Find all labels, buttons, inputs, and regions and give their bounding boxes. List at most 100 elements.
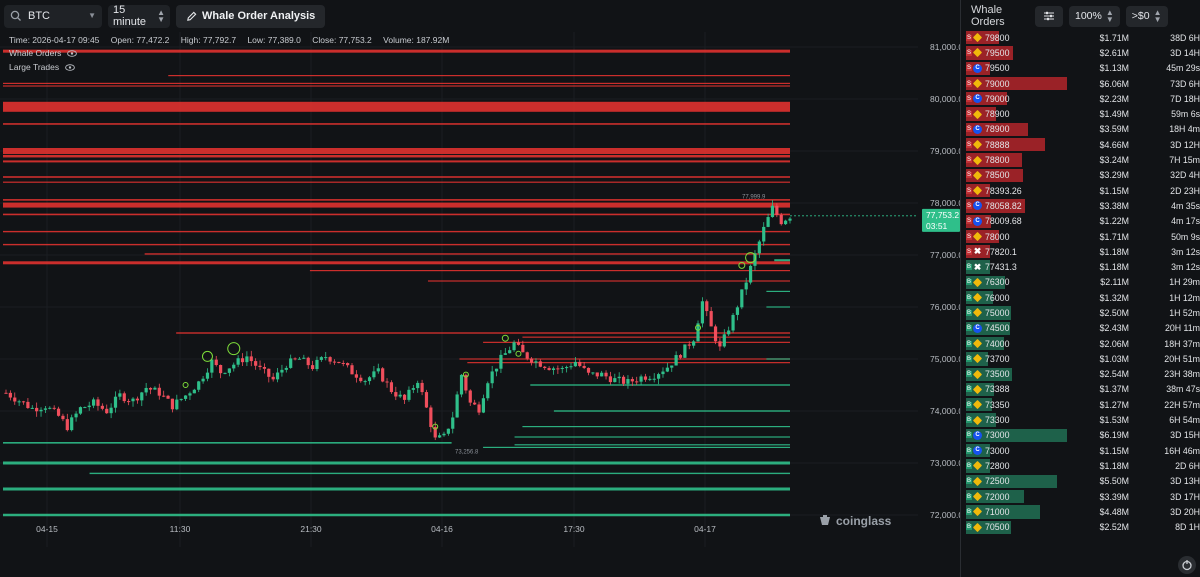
order-size-bar xyxy=(966,138,1046,152)
whale-order-row[interactable]: S 78888 $4.66M 3D 12H xyxy=(963,137,1200,152)
candle-body xyxy=(113,396,118,408)
whale-order-row[interactable]: B 73300 $1.53M 6H 54m xyxy=(963,412,1200,427)
price-chart[interactable]: 81,000.0 80,000.0 79,000.0 78,000.0 77,000.0… xyxy=(0,32,960,577)
candle-body xyxy=(192,389,196,394)
ask-wall xyxy=(3,85,790,87)
whale-order-row[interactable]: B 72000 $3.39M 3D 17H xyxy=(963,489,1200,504)
order-price: 72800 xyxy=(985,460,1010,471)
candle-body xyxy=(639,376,643,382)
whale-order-row[interactable]: S 79500 $2.61M 3D 14H xyxy=(963,45,1200,60)
whale-order-row[interactable]: S 78393.26 $1.15M 2D 23H xyxy=(963,183,1200,198)
whale-order-row[interactable]: B C 74500 $2.43M 20H 11m xyxy=(963,321,1200,336)
candle-body xyxy=(438,435,442,438)
order-price: 78009.68 xyxy=(985,216,1022,227)
bid-wall xyxy=(3,487,790,491)
order-age: 4m 35s xyxy=(1171,200,1200,211)
ask-wall xyxy=(3,101,790,112)
coinbase-icon: C xyxy=(973,63,982,73)
current-price-value: 77,753.2 xyxy=(926,210,959,220)
whale-order-row[interactable]: S 78800 $3.24M 7H 15m xyxy=(963,152,1200,167)
large-trade-marker xyxy=(432,423,439,430)
candle-body xyxy=(683,344,687,358)
eye-icon[interactable] xyxy=(65,63,75,71)
whale-order-row[interactable]: B 73700 $1.03M 20H 51m xyxy=(963,351,1200,366)
whale-order-row[interactable]: B ✖ 77431.3 $1.18M 3m 12s xyxy=(963,259,1200,274)
chart-settings-button[interactable] xyxy=(1178,556,1196,574)
whale-order-analysis-button[interactable]: Whale Order Analysis xyxy=(176,4,326,28)
whale-order-row[interactable]: B 73350 $1.27M 22H 57m xyxy=(963,397,1200,412)
whale-order-row[interactable]: S 79800 $1.71M 38D 6H xyxy=(963,30,1200,45)
updown-chevron-icon: ▲ ▼ xyxy=(1105,8,1114,24)
order-amount: $1.18M xyxy=(1099,246,1129,257)
order-side-label: S xyxy=(966,49,972,56)
min-value-select[interactable]: >$0 ▲ ▼ xyxy=(1125,5,1168,27)
low-annotation: 73,256.8 xyxy=(455,450,479,456)
whale-order-row[interactable]: B 73388 $1.37M 38m 47s xyxy=(963,382,1200,397)
order-age: 3D 12H xyxy=(1170,139,1200,150)
whale-order-row[interactable]: S C 78900 $3.59M 18H 4m xyxy=(963,122,1200,137)
order-price: 78000 xyxy=(985,231,1010,242)
ask-wall xyxy=(144,253,790,255)
whale-order-row[interactable]: B 73500 $2.54M 23H 38m xyxy=(963,367,1200,382)
order-side-label: S xyxy=(966,202,972,209)
whale-order-row[interactable]: B 75000 $2.50M 1H 52m xyxy=(963,305,1200,320)
zoom-select[interactable]: 100% ▲ ▼ xyxy=(1069,5,1120,27)
candle-body xyxy=(118,393,122,397)
whale-order-row[interactable]: B 72800 $1.18M 2D 6H xyxy=(963,458,1200,473)
candle-body xyxy=(661,371,665,375)
eye-icon[interactable] xyxy=(67,49,78,57)
legend-large-trades: Large Trades xyxy=(9,62,75,72)
whale-order-row[interactable]: B C 73000 $6.19M 3D 15H xyxy=(963,428,1200,443)
coinglass-watermark: coinglass xyxy=(818,514,891,528)
candle-body xyxy=(569,366,573,368)
time-tick-label: 11:30 xyxy=(170,524,191,534)
ask-wall xyxy=(3,261,790,265)
whale-order-row[interactable]: B 71000 $4.48M 3D 20H xyxy=(963,504,1200,519)
order-amount: $1.15M xyxy=(1099,185,1129,196)
whale-order-row[interactable]: B 70500 $2.52M 8D 1H xyxy=(963,520,1200,535)
order-side-label: S xyxy=(966,248,972,255)
whale-order-row[interactable]: S C 78009.68 $1.22M 4m 17s xyxy=(963,214,1200,229)
order-age: 18H 37m xyxy=(1164,338,1200,349)
whale-order-row[interactable]: S 78500 $3.29M 32D 4H xyxy=(963,168,1200,183)
whale-order-row[interactable]: S C 79000 $2.23M 7D 18H xyxy=(963,91,1200,106)
whale-order-row[interactable]: S C 79500 $1.13M 45m 29s xyxy=(963,61,1200,76)
order-age: 1H 12m xyxy=(1169,292,1200,303)
candle-body xyxy=(17,401,21,403)
whale-order-row[interactable]: S 79000 $6.06M 73D 6H xyxy=(963,76,1200,91)
candle-body xyxy=(727,330,731,335)
bid-wall xyxy=(522,426,790,428)
whale-order-row[interactable]: B 72500 $5.50M 3D 13H xyxy=(963,474,1200,489)
order-age: 3m 12s xyxy=(1171,246,1200,257)
sliders-icon xyxy=(1044,11,1054,21)
candle-body xyxy=(135,398,139,401)
whale-order-row[interactable]: S 78000 $1.71M 50m 9s xyxy=(963,229,1200,244)
candle-body xyxy=(328,357,332,362)
candle-body xyxy=(477,404,481,413)
whale-orders-list[interactable]: S 79800 $1.71M 38D 6H S 79500 $2.61M 3D 14H S C 79… xyxy=(963,30,1200,535)
order-amount: $1.18M xyxy=(1099,460,1129,471)
whale-order-row[interactable]: B 76000 $1.32M 1H 12m xyxy=(963,290,1200,305)
order-price: 73700 xyxy=(985,353,1010,364)
interval-select[interactable]: 15 minute ▲ ▼ xyxy=(108,4,170,28)
order-side-label: B xyxy=(966,432,972,439)
order-size-bar xyxy=(966,229,999,244)
whale-order-row[interactable]: S ✖ 77820.1 $1.18M 3m 12s xyxy=(963,244,1200,259)
filter-settings-button[interactable] xyxy=(1035,5,1063,27)
candle-body xyxy=(608,376,613,383)
candle-body xyxy=(486,383,490,399)
order-age: 2D 6H xyxy=(1175,460,1200,471)
candle-body xyxy=(78,407,83,414)
whale-order-row[interactable]: B 76300 $2.11M 1H 29m xyxy=(963,275,1200,290)
whale-order-row[interactable]: B 74000 $2.06M 18H 37m xyxy=(963,336,1200,351)
candle-body xyxy=(613,378,617,383)
symbol-search-input[interactable]: BTC ▼ xyxy=(4,4,102,28)
candle-body xyxy=(696,323,700,342)
whale-order-row[interactable]: S 78900 $1.49M 59m 6s xyxy=(963,106,1200,121)
candle-body xyxy=(416,382,420,389)
order-price: 75000 xyxy=(985,307,1010,318)
whale-order-row[interactable]: B C 73000 $1.15M 16H 46m xyxy=(963,443,1200,458)
bid-wall xyxy=(514,436,790,438)
whale-order-row[interactable]: S C 78058.82 $3.38M 4m 35s xyxy=(963,198,1200,213)
ask-wall xyxy=(3,49,790,53)
